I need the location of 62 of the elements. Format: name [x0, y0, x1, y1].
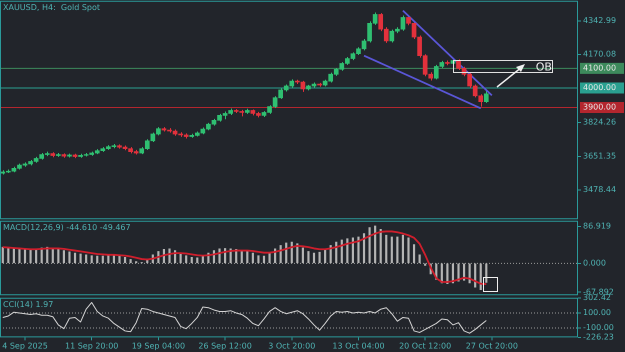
bar	[407, 237, 410, 264]
y-tick-label: -226.23	[583, 332, 614, 342]
x-tick-label: 19 Sep 04:00	[132, 341, 186, 350]
ref-line-label: 3900.00	[583, 102, 616, 112]
bar	[402, 234, 404, 264]
x-tick-label: 11 Sep 20:00	[65, 341, 118, 350]
y-tick-label: -100.00	[583, 323, 614, 332]
x-tick-label: 27 Oct 20:00	[466, 341, 518, 350]
bar	[290, 242, 293, 264]
bar	[380, 228, 382, 264]
bar	[68, 252, 71, 264]
ref-line-label: 4100.00	[583, 63, 616, 72]
x-tick-label: 20 Oct 12:00	[399, 341, 452, 350]
bar	[96, 256, 98, 264]
bar	[335, 242, 338, 264]
y-tick-label: 100.00	[583, 308, 611, 318]
y-tick-label: 3824.26	[583, 117, 616, 126]
bar	[412, 244, 416, 264]
bar	[102, 256, 104, 264]
y-tick-label: 4342.99	[583, 16, 616, 25]
y-tick-label: 3651.35	[583, 151, 616, 160]
bar	[196, 257, 198, 264]
ref-line-label: 4000.00	[583, 83, 616, 92]
bar	[29, 250, 32, 264]
bar	[2, 246, 4, 264]
bar	[418, 254, 421, 264]
bar	[307, 251, 310, 264]
bar	[285, 242, 288, 264]
bar	[424, 263, 426, 266]
bar	[80, 254, 82, 264]
bar	[330, 245, 332, 264]
x-tick-label: 26 Sep 12:00	[198, 341, 252, 350]
bar	[474, 263, 476, 288]
bar	[390, 236, 393, 264]
y-tick-label: 86.919	[583, 221, 611, 230]
x-tick-label: 4 Sep 2025	[2, 341, 48, 350]
bar	[90, 255, 93, 264]
bar	[302, 248, 304, 264]
bar	[485, 263, 488, 283]
y-tick-label: 4170.08	[583, 50, 616, 59]
bar	[185, 255, 188, 264]
x-tick-label: 3 Oct 20:00	[268, 341, 316, 350]
bar	[246, 251, 248, 264]
bar	[480, 263, 482, 290]
bar	[340, 240, 343, 264]
chart-title: XAUUSD, H4: Gold Spot	[3, 2, 100, 12]
y-tick-label: 3478.44	[583, 185, 616, 194]
x-tick-label: 13 Oct 04:00	[332, 341, 385, 350]
y-tick-label: 0.000	[583, 258, 606, 268]
bar	[396, 236, 398, 264]
annotation: OB	[536, 60, 552, 74]
bar	[318, 252, 321, 264]
bar	[124, 257, 126, 264]
bar	[190, 257, 193, 264]
y-tick-label: -67.892	[583, 287, 614, 296]
chart-title: CCI(14) 1.97	[3, 300, 54, 309]
candlestick	[484, 90, 489, 104]
bar	[130, 259, 132, 264]
bar	[62, 250, 65, 264]
chart-title: MACD(12,26,9) -44.610 -49.467	[3, 222, 131, 232]
bar	[385, 234, 388, 264]
bar	[85, 254, 88, 264]
